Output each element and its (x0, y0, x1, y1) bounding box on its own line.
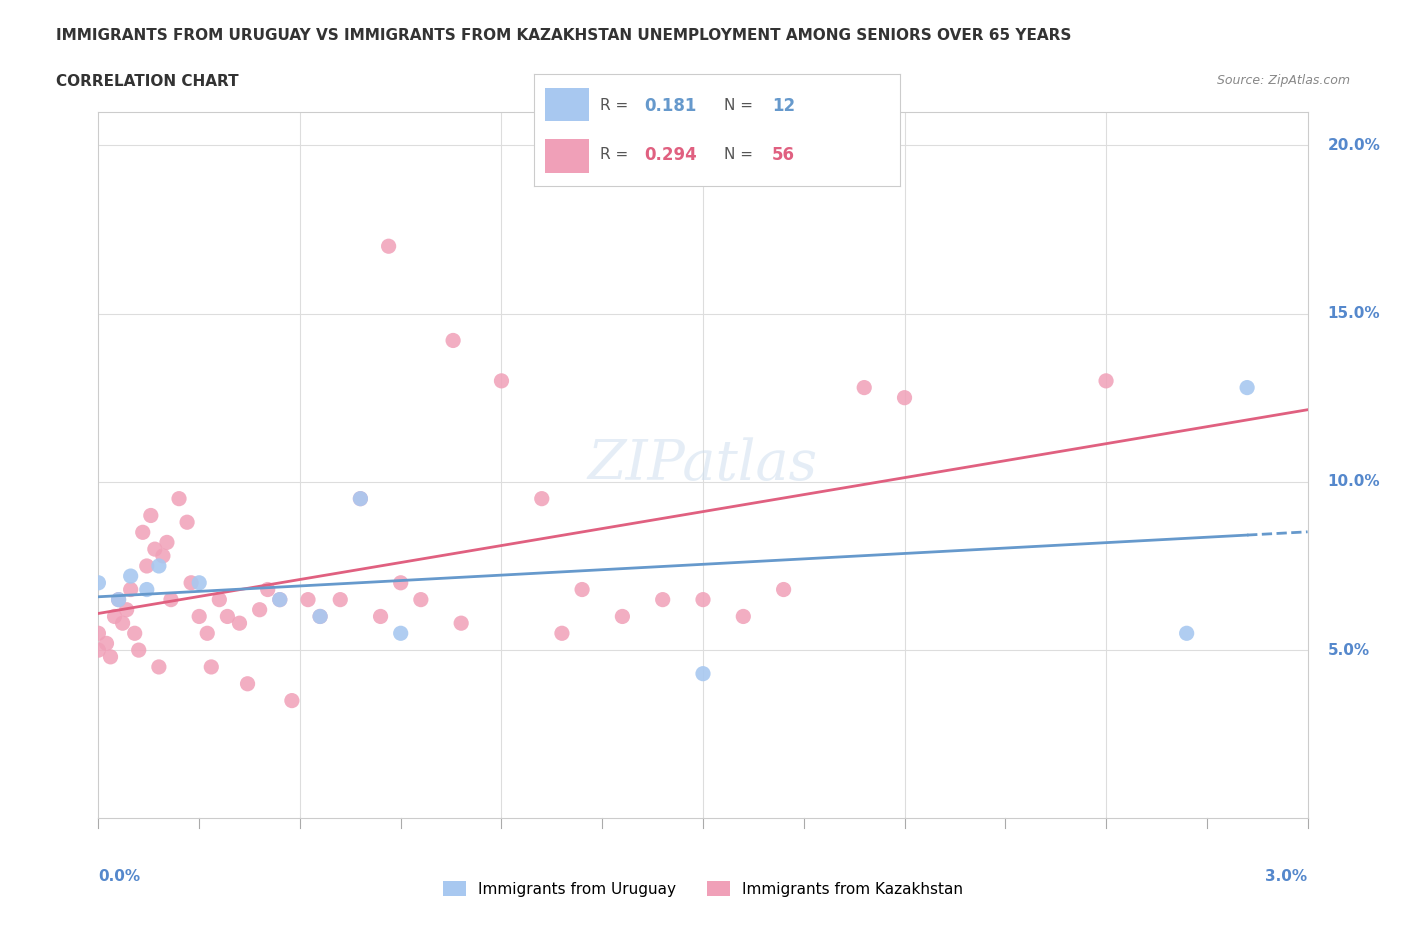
Text: ZIPatlas: ZIPatlas (588, 438, 818, 492)
Point (612, 609, 634, 624)
Text: R =: R = (600, 99, 633, 113)
Point (135, 559, 157, 574)
Point (409, 592, 432, 607)
Point (87, 576, 110, 591)
Point (180, 576, 202, 591)
FancyBboxPatch shape (546, 87, 589, 121)
Point (103, 609, 125, 624)
Point (256, 582, 278, 597)
Point (651, 592, 673, 607)
Point (349, 491, 371, 506)
Point (389, 576, 412, 591)
Point (188, 576, 211, 591)
Text: CORRELATION CHART: CORRELATION CHART (56, 74, 239, 89)
Point (87, 626, 110, 641)
Text: 3.0%: 3.0% (1265, 869, 1308, 883)
Point (148, 559, 170, 574)
Point (208, 592, 231, 607)
Point (370, 609, 392, 624)
Point (124, 626, 146, 641)
Point (389, 626, 412, 641)
Text: 0.0%: 0.0% (98, 869, 141, 883)
Text: 0.181: 0.181 (644, 97, 696, 114)
Text: IMMIGRANTS FROM URUGUAY VS IMMIGRANTS FROM KAZAKHSTAN UNEMPLOYMENT AMONG SENIORS: IMMIGRANTS FROM URUGUAY VS IMMIGRANTS FR… (56, 28, 1071, 43)
Point (228, 616, 250, 631)
Text: R =: R = (600, 147, 633, 162)
Point (148, 659, 170, 674)
Point (309, 609, 332, 624)
Point (309, 609, 332, 624)
Text: 5.0%: 5.0% (1327, 643, 1369, 658)
Point (128, 643, 150, 658)
Point (217, 609, 239, 624)
Point (156, 535, 179, 550)
Point (692, 592, 714, 607)
Point (853, 380, 876, 395)
FancyBboxPatch shape (546, 140, 589, 173)
Point (120, 582, 142, 597)
Point (87, 643, 110, 658)
Point (450, 616, 472, 631)
Text: 15.0%: 15.0% (1327, 306, 1381, 321)
Text: N =: N = (724, 99, 758, 113)
Text: 20.0%: 20.0% (1327, 138, 1381, 153)
Legend: Immigrants from Uruguay, Immigrants from Kazakhstan: Immigrants from Uruguay, Immigrants from… (437, 874, 969, 903)
Point (160, 592, 183, 607)
Text: N =: N = (724, 147, 758, 162)
Text: 0.294: 0.294 (644, 146, 697, 164)
Point (269, 592, 291, 607)
Point (1175, 626, 1198, 641)
Point (115, 603, 138, 618)
Text: 56: 56 (772, 146, 794, 164)
Point (152, 549, 174, 564)
Point (571, 582, 593, 597)
Point (249, 603, 271, 618)
Point (132, 525, 155, 539)
Point (107, 592, 129, 607)
Point (236, 676, 259, 691)
Point (111, 616, 134, 631)
Point (167, 491, 190, 506)
Point (733, 609, 755, 624)
Point (491, 374, 513, 389)
Point (297, 592, 319, 607)
Point (120, 568, 142, 583)
Point (281, 693, 304, 708)
Point (107, 592, 129, 607)
Point (1236, 380, 1258, 395)
Point (441, 333, 464, 348)
Point (188, 609, 211, 624)
Point (893, 391, 915, 405)
Point (1095, 374, 1118, 389)
Point (200, 659, 222, 674)
Point (530, 491, 553, 506)
Point (96, 636, 118, 651)
Point (269, 592, 291, 607)
Text: 12: 12 (772, 97, 794, 114)
Point (772, 582, 794, 597)
Point (329, 592, 352, 607)
Point (139, 508, 162, 523)
Point (143, 541, 166, 556)
Point (135, 582, 157, 597)
Point (176, 515, 198, 530)
Point (195, 626, 218, 641)
Text: Source: ZipAtlas.com: Source: ZipAtlas.com (1216, 74, 1350, 87)
Point (377, 239, 399, 254)
Text: 10.0%: 10.0% (1327, 474, 1381, 489)
Point (692, 666, 714, 681)
Point (100, 649, 122, 664)
Point (551, 626, 574, 641)
Point (349, 491, 371, 506)
